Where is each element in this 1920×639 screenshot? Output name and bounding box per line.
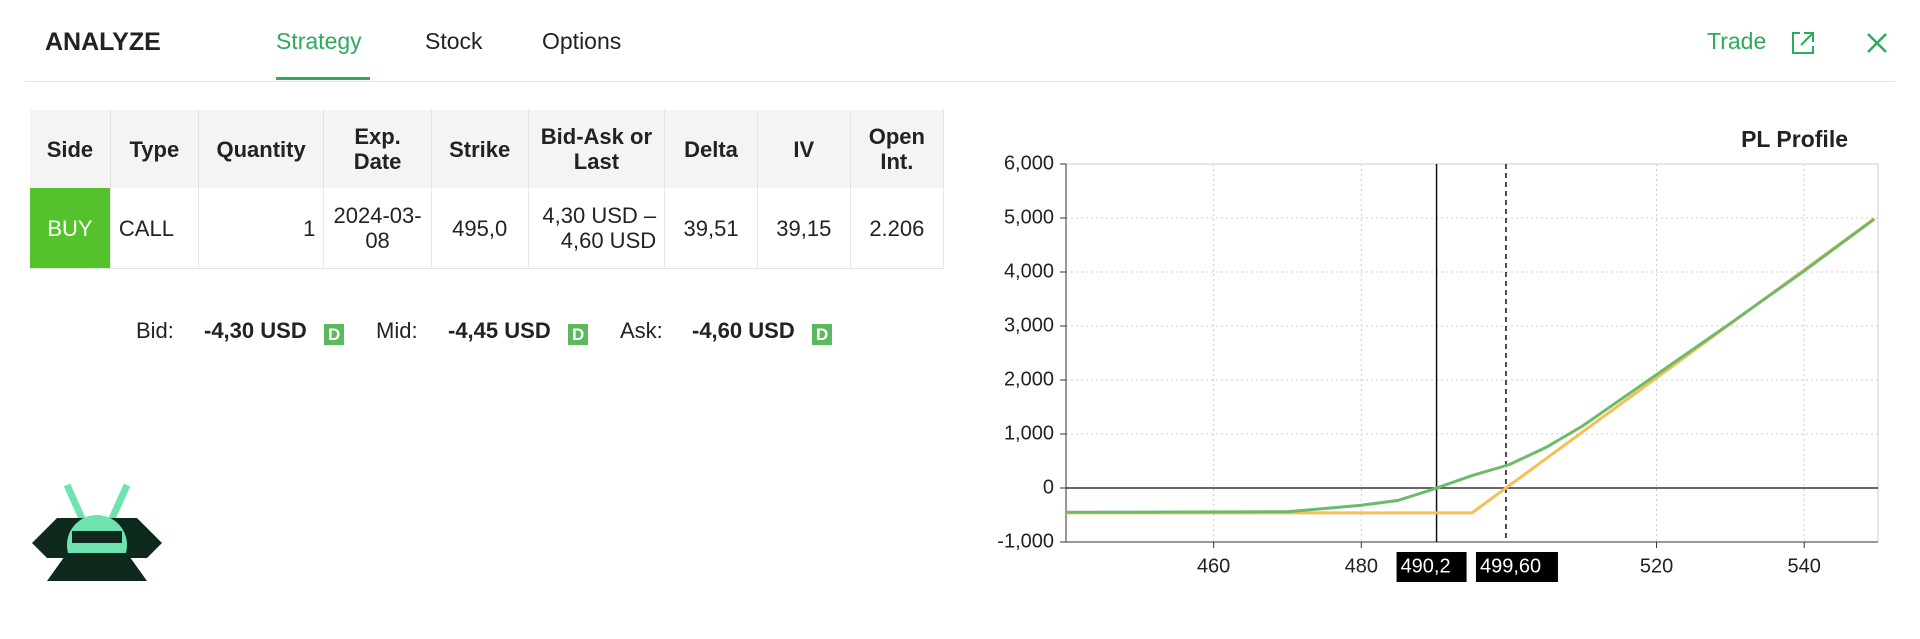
pl-chart: PL Profile 6,000 5,000 4,000 3,000 2,000 1,00… — [997, 126, 1879, 582]
tab[interactable]: Stock — [425, 28, 483, 54]
y-tick-label: -1,000 — [997, 530, 1054, 552]
quote-badge: D — [812, 320, 833, 346]
column-header: Type — [110, 110, 199, 188]
y-tick-label: 2,000 — [1004, 368, 1054, 390]
pl-line — [1065, 217, 1876, 514]
quote-label: Mid: — [376, 318, 418, 343]
divider — [25, 81, 1895, 82]
cell: 39,51 — [664, 188, 758, 269]
cell: 2024-03-08 — [323, 188, 432, 269]
marker-label: 499,60 — [1480, 555, 1541, 577]
cell: CALL — [110, 188, 199, 269]
y-tick-label: 3,000 — [1004, 314, 1054, 336]
close-icon[interactable] — [1865, 31, 1889, 55]
x-tick-label: 460 — [1197, 555, 1230, 577]
trade-button[interactable]: Trade — [1707, 28, 1767, 54]
marker-label-bg — [1396, 552, 1467, 582]
x-tick-label: 540 — [1787, 555, 1820, 577]
tab[interactable]: Options — [542, 28, 622, 54]
quote-value: -4,45 USD — [448, 318, 551, 343]
column-header: Exp. Date — [323, 110, 432, 188]
pl-line — [1066, 217, 1876, 515]
cell: 2.206 — [850, 188, 945, 269]
tab-underline — [276, 77, 370, 80]
order-table: Side Type Quantity Exp. Date Strike Bid-Ask o… — [30, 110, 945, 269]
column-header: Open Int. — [850, 110, 945, 188]
cell: 4,30 USD – 4,60 USD — [528, 188, 666, 269]
quote-label: Bid: — [136, 318, 174, 343]
cell[interactable]: BUY — [30, 188, 111, 269]
y-tick-label: 1,000 — [1004, 422, 1054, 444]
y-tick-label: 4,000 — [1004, 260, 1054, 282]
column-header: Side — [30, 110, 111, 188]
marker-label: 490,2 — [1401, 555, 1451, 577]
cell: 495,0 — [431, 188, 529, 269]
y-tick-label: 6,000 — [1004, 152, 1054, 174]
y-tick-label: 5,000 — [1004, 206, 1054, 228]
marker-label-bg — [1475, 552, 1558, 582]
cell: 39,15 — [757, 188, 851, 269]
column-header: IV — [757, 110, 851, 188]
quote-label: Ask: — [620, 318, 663, 343]
app-title: ANALYZE — [45, 28, 161, 56]
quote-badge: D — [324, 320, 345, 346]
column-header: Strike — [431, 110, 529, 188]
column-header: Quantity — [198, 110, 325, 188]
column-header: Bid-Ask or Last — [528, 110, 666, 188]
external-icon[interactable] — [1790, 30, 1816, 56]
column-header: Delta — [664, 110, 758, 188]
chart-title: PL Profile — [1741, 126, 1848, 152]
tab[interactable]: Strategy — [276, 28, 362, 54]
quote-badge: D — [568, 320, 589, 346]
x-tick-label: 480 — [1345, 555, 1378, 577]
y-tick-label: 0 — [1043, 476, 1054, 498]
cell: 1 — [198, 188, 325, 269]
quote-value: -4,30 USD — [204, 318, 307, 343]
quote-value: -4,60 USD — [692, 318, 795, 343]
plot-frame — [1065, 163, 1879, 543]
x-tick-label: 520 — [1640, 555, 1673, 577]
logo — [32, 483, 162, 581]
